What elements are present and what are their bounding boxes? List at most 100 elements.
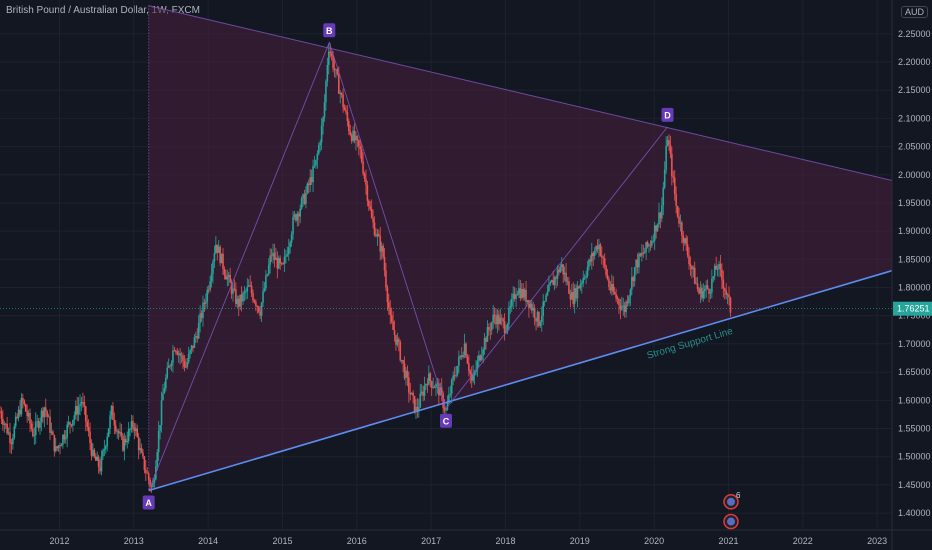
y-tick-label: 1.80000: [898, 283, 931, 293]
candle-body: [120, 432, 123, 436]
candle-body: [396, 339, 399, 345]
candle-body: [662, 187, 665, 206]
candle-body: [14, 416, 17, 427]
candle-body: [49, 416, 51, 433]
candle-body: [658, 212, 660, 225]
candle-body: [403, 363, 406, 379]
candle-body: [90, 443, 93, 456]
candle-body: [209, 281, 211, 290]
candle-body: [533, 307, 536, 319]
candle-body: [190, 345, 193, 351]
candle-body: [410, 392, 413, 395]
candle-body: [157, 430, 160, 453]
candle-body: [679, 222, 682, 224]
candle-body: [262, 290, 264, 303]
candle-body: [227, 275, 230, 277]
x-tick-label: 2017: [421, 536, 441, 546]
candle-body: [565, 272, 567, 282]
candle-body: [255, 302, 257, 307]
candle-body: [193, 337, 196, 348]
candle-body: [133, 426, 136, 431]
candle-body: [286, 254, 289, 256]
candle-body: [478, 355, 480, 362]
candle-body: [722, 279, 725, 289]
candle-body: [599, 244, 602, 256]
candle-body: [400, 359, 403, 361]
candle-body: [663, 169, 666, 188]
candle-body: [440, 387, 443, 394]
resistance-line[interactable]: [148, 5, 893, 181]
candle-body: [399, 342, 402, 361]
y-tick-label: 2.00000: [898, 170, 931, 180]
candle-body: [7, 432, 10, 434]
candle-body: [223, 268, 226, 275]
event-badges[interactable]: 6: [723, 491, 741, 530]
candle-body: [170, 362, 173, 367]
candle-body: [696, 283, 699, 290]
candle-body: [149, 479, 151, 487]
candle-body: [388, 302, 390, 309]
candle-body: [635, 259, 637, 268]
candle-body: [319, 142, 322, 146]
x-axis[interactable]: 2012 2013 2014 2015 2016 2017 2018 2019 2020 2021…: [0, 529, 932, 546]
candle-body: [621, 306, 623, 310]
candle-body: [315, 159, 317, 166]
candle-body: [167, 365, 170, 368]
candle-body: [485, 338, 487, 342]
candle-body: [329, 51, 332, 54]
point-label-box: [323, 23, 336, 38]
candle-body: [165, 377, 167, 389]
candle-body: [280, 263, 283, 264]
candle-body: [96, 456, 99, 461]
candle-body: [109, 415, 111, 429]
candle-body: [135, 428, 137, 431]
x-tick-label: 2021: [718, 536, 738, 546]
candle-body: [462, 355, 464, 358]
candle-body: [465, 343, 467, 358]
candle-body: [346, 112, 349, 121]
candle-body: [550, 280, 553, 283]
candle-body: [213, 253, 216, 262]
candle-body: [166, 367, 169, 378]
candle-body: [405, 370, 407, 379]
candle-body: [689, 264, 692, 267]
candle-body: [74, 405, 77, 416]
candle-body: [297, 213, 300, 217]
abcd-pattern-line[interactable]: [148, 40, 668, 491]
candle-body: [713, 265, 716, 277]
candle-body: [143, 456, 146, 470]
candle-body: [665, 146, 667, 170]
candle-body: [681, 222, 683, 236]
candle-body: [458, 356, 460, 366]
candle-body: [110, 405, 113, 416]
candle-body: [285, 255, 287, 257]
currency-label[interactable]: AUD: [901, 6, 929, 18]
candle-body: [80, 402, 83, 405]
candle-body: [100, 456, 103, 472]
y-tick-label: 1.95000: [898, 198, 931, 208]
candle-body: [145, 469, 147, 473]
candle-body: [70, 424, 73, 426]
candle-body: [265, 275, 267, 289]
candle-body: [712, 276, 715, 279]
candle-body: [643, 251, 646, 254]
last-price-tag[interactable]: [893, 301, 932, 316]
candle-body: [639, 253, 642, 256]
candle-body: [199, 313, 201, 323]
candle-body: [225, 274, 227, 280]
candle-body: [428, 373, 430, 385]
candle-body: [197, 322, 200, 339]
pattern-lines[interactable]: [148, 5, 893, 492]
candle-body: [570, 292, 573, 300]
candle-body: [452, 375, 454, 380]
candle-body: [723, 288, 726, 291]
candle-body: [253, 300, 256, 303]
candle-body: [460, 355, 463, 358]
candle-body: [695, 283, 697, 285]
candle-body: [499, 317, 502, 324]
candle-body: [625, 301, 627, 313]
support-line[interactable]: [148, 269, 893, 492]
candle-body: [237, 298, 240, 307]
